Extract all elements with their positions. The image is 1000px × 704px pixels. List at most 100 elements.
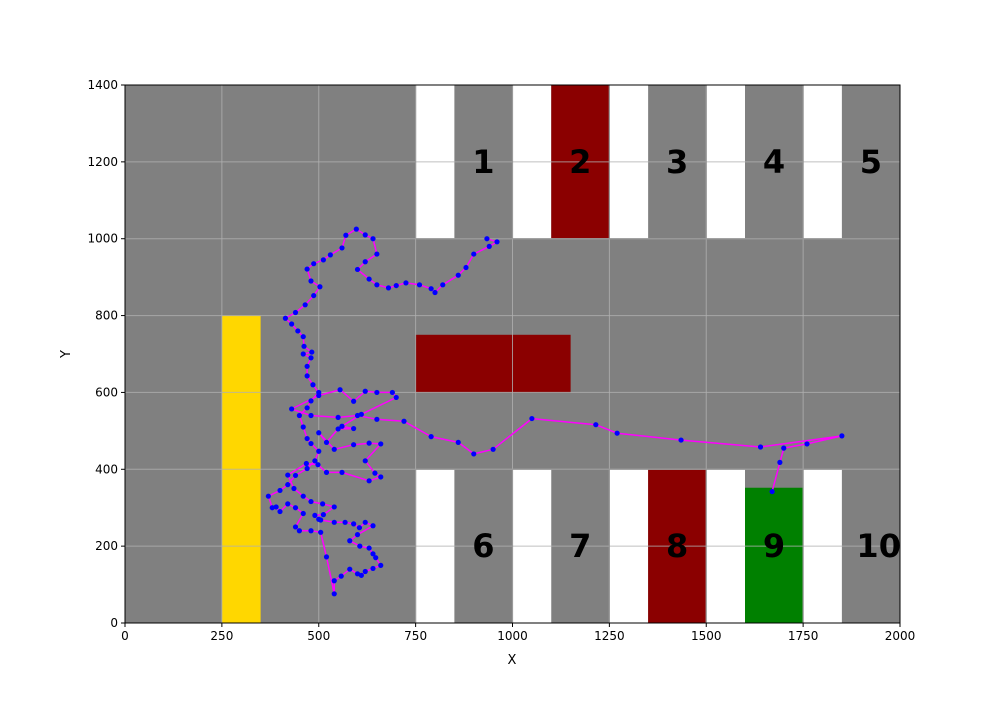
path-point <box>323 469 330 475</box>
path-point <box>304 363 310 369</box>
path-point <box>678 437 684 443</box>
path-point <box>351 442 357 448</box>
path-point <box>265 493 271 499</box>
path-point <box>804 441 810 447</box>
path-point <box>292 505 299 511</box>
path-point <box>338 573 344 579</box>
path-point <box>777 459 783 465</box>
path-point <box>362 232 368 238</box>
path-point <box>490 446 496 452</box>
y-tick-label: 200 <box>95 539 118 553</box>
path-point <box>320 257 326 263</box>
x-tick-label: 2000 <box>885 629 916 643</box>
path-point <box>428 286 434 292</box>
path-point <box>385 285 392 291</box>
path-point <box>428 434 434 440</box>
path-point <box>309 349 315 355</box>
path-point <box>300 510 306 517</box>
path-point <box>339 245 345 251</box>
path-point <box>300 351 306 357</box>
path-point <box>339 469 345 475</box>
path-point <box>308 528 314 534</box>
path-point <box>362 519 368 525</box>
path-point <box>362 568 368 575</box>
path-point <box>331 504 337 510</box>
path-point <box>335 426 341 432</box>
path-point <box>373 555 379 561</box>
bay-label: 10 <box>856 527 901 565</box>
path-point <box>342 519 348 525</box>
path-point <box>370 551 376 557</box>
path-point <box>354 266 361 273</box>
path-point <box>374 282 380 288</box>
path-point <box>356 525 363 531</box>
path-point <box>440 282 446 288</box>
path-point <box>455 439 461 445</box>
path-point <box>331 446 337 452</box>
bay-label: 4 <box>763 143 785 181</box>
path-point <box>292 524 299 530</box>
path-point <box>315 462 321 468</box>
path-point <box>304 435 310 442</box>
path-point <box>471 251 477 257</box>
path-point <box>471 451 477 457</box>
path-point <box>292 472 299 479</box>
path-point <box>311 261 317 267</box>
y-tick-label: 800 <box>95 309 118 323</box>
path-point <box>300 424 306 430</box>
path-point <box>593 422 599 428</box>
y-tick-label: 1400 <box>87 78 118 92</box>
axis-ticks: 0 250 500 750 1000 1250 1500 1750 2000 0 200 400 600… <box>87 78 915 643</box>
bay-label: 2 <box>569 143 591 181</box>
path-point <box>295 328 301 334</box>
path-point <box>416 282 423 288</box>
path-point <box>301 343 307 349</box>
bay-dividers <box>415 85 900 623</box>
path-point <box>304 373 310 379</box>
path-point <box>331 578 337 584</box>
path-point <box>351 425 357 432</box>
path-point <box>614 430 620 436</box>
path-point <box>300 493 306 499</box>
path-point <box>347 538 353 544</box>
path-point <box>289 406 295 412</box>
path-point <box>277 487 283 494</box>
path-point <box>282 315 289 321</box>
bay-label: 1 <box>472 143 494 181</box>
path-point <box>393 394 399 401</box>
path-point <box>310 382 316 388</box>
path-point <box>304 405 310 411</box>
path-point <box>366 276 372 282</box>
path-point <box>337 387 343 393</box>
path-point <box>285 472 291 478</box>
path-point <box>455 272 461 278</box>
path-point <box>358 411 364 417</box>
path-point <box>366 545 372 551</box>
x-axis-label: X <box>508 653 517 668</box>
bay-label: 9 <box>763 527 785 565</box>
path-point <box>432 289 438 296</box>
x-tick-label: 1500 <box>691 629 722 643</box>
path-point <box>378 441 384 447</box>
path-series <box>265 226 845 597</box>
path-point <box>308 355 314 361</box>
path-point <box>331 591 337 597</box>
x-tick-label: 250 <box>210 629 233 643</box>
path-point <box>362 259 368 265</box>
region-target-12 <box>745 487 804 623</box>
path-point <box>323 439 330 445</box>
path-point <box>312 512 318 519</box>
path-point <box>357 543 363 549</box>
path-point <box>757 444 764 450</box>
bay-label: 6 <box>472 527 494 565</box>
path-point <box>308 498 314 505</box>
path-point <box>320 501 326 507</box>
path-point <box>494 239 500 245</box>
path-point <box>318 517 324 523</box>
path-point <box>269 505 275 511</box>
path-point <box>393 282 399 289</box>
path-point <box>289 321 295 327</box>
path-point <box>311 292 317 299</box>
